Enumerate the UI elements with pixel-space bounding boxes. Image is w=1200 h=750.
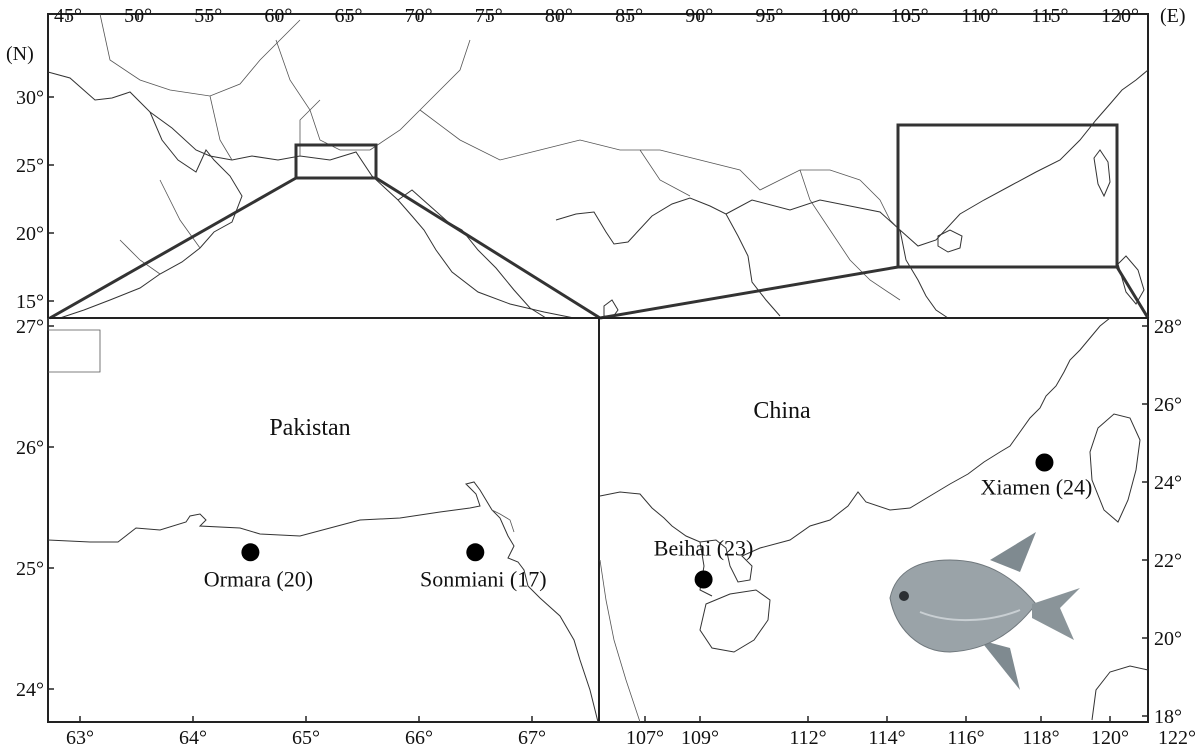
overview-lat-tick-label: 25° xyxy=(16,155,44,177)
hainan-island-inset xyxy=(699,589,771,653)
pakistan-coastline xyxy=(47,481,599,723)
sampling-site-label: Ormara (20) xyxy=(204,566,313,591)
sampling-site-label: Xiamen (24) xyxy=(981,475,1093,500)
taiwan-island-inset xyxy=(1089,413,1141,523)
china-lat-tick-label: 26° xyxy=(1154,394,1182,416)
pakistan-zoom-line-left xyxy=(49,176,297,320)
pakistan-lat-tick-label: 25° xyxy=(16,558,44,580)
overview-map: 45° 50° 55° 60° 65° 70° 75° 80° 85° 90° 95° 100° 105… xyxy=(6,5,1186,320)
china-lat-tick-label: 18° xyxy=(1154,706,1182,728)
pakistan-inset-map: Pakistan Ormara (20) Sonmiani (17) 27° 26°… xyxy=(16,316,600,749)
overview-lon-tick-label: 80° xyxy=(545,5,573,27)
sampling-site-marker xyxy=(1035,453,1054,472)
se-asia-coast xyxy=(725,69,1149,319)
china-map-frame xyxy=(598,317,1149,723)
overview-lon-tick-label: 70° xyxy=(405,5,433,27)
overview-lon-tick-label: 55° xyxy=(194,5,222,27)
china-lon-tick-label: 107° xyxy=(626,727,664,749)
pakistan-lon-tick-label: 63° xyxy=(66,727,94,749)
china-zoom-box xyxy=(896,123,1119,269)
pakistan-country-label: Pakistan xyxy=(269,415,350,441)
overview-lat-tick-label: 15° xyxy=(16,291,44,313)
hainan-island xyxy=(937,229,963,253)
overview-lon-tick-label: 120° xyxy=(1101,5,1139,27)
fish-eye xyxy=(899,591,909,601)
taiwan-island xyxy=(1093,149,1111,198)
china-longitude-ticks: 107° 109° 112° 114° 116° 118° 120° 122° xyxy=(626,716,1196,749)
china-latitude-ticks: 28° 26° 24° 22° 20° 18° xyxy=(1142,316,1182,728)
overview-lon-tick-label: 85° xyxy=(615,5,643,27)
overview-lon-tick-label: 90° xyxy=(685,5,713,27)
persian-gulf-coast xyxy=(59,111,243,319)
fish-anal-fin xyxy=(980,640,1020,690)
overview-lon-tick-label: 95° xyxy=(755,5,783,27)
china-lon-tick-label: 116° xyxy=(947,727,984,749)
pakistan-lon-tick-label: 65° xyxy=(292,727,320,749)
pakistan-border xyxy=(47,318,101,373)
pakistan-longitude-ticks: 63° 64° 65° 66° 67° xyxy=(66,716,546,749)
vietnam-coast xyxy=(599,559,641,723)
china-sampling-sites: Beihai (23) Xiamen (24) xyxy=(654,453,1093,589)
china-lon-tick-label: 118° xyxy=(1022,727,1059,749)
overview-map-frame xyxy=(47,13,1149,319)
pakistan-latitude-ticks: 27° 26° 25° 24° xyxy=(16,316,54,701)
fish-body xyxy=(889,559,1037,653)
overview-lon-tick-label: 45° xyxy=(54,5,82,27)
china-country-label: China xyxy=(753,398,811,424)
sampling-site-label: Sonmiani (17) xyxy=(420,566,547,591)
luzon-coast xyxy=(1091,665,1149,721)
overview-lon-tick-label: 65° xyxy=(335,5,363,27)
overview-lon-tick-label: 75° xyxy=(475,5,503,27)
fish-tail xyxy=(1032,588,1080,640)
fish-highlight xyxy=(919,609,1021,622)
overview-lon-tick-label: 50° xyxy=(124,5,152,27)
china-zoom-line-right xyxy=(1115,266,1150,319)
pomfret-fish-icon xyxy=(889,532,1080,690)
country-borders xyxy=(99,13,901,301)
sampling-site-marker xyxy=(694,570,713,589)
overview-lon-tick-label: 100° xyxy=(820,5,858,27)
china-coastline xyxy=(599,317,1111,583)
pakistan-lat-tick-label: 26° xyxy=(16,437,44,459)
overview-lon-tick-label: 115° xyxy=(1031,5,1068,27)
pakistan-zoom-box xyxy=(294,143,378,180)
china-lon-tick-label: 120° xyxy=(1091,727,1129,749)
pakistan-lat-tick-label: 27° xyxy=(16,316,44,338)
overview-lon-tick-label: 105° xyxy=(891,5,929,27)
sampling-site-label: Beihai (23) xyxy=(654,536,754,561)
overview-lat-tick-label: 20° xyxy=(16,223,44,245)
sampling-site-marker xyxy=(466,543,485,562)
overview-lon-tick-label: 60° xyxy=(264,5,292,27)
fish-dorsal-fin xyxy=(990,532,1036,572)
pakistan-inland-border xyxy=(491,509,515,533)
arabian-peninsula-coast xyxy=(47,71,590,319)
pakistan-map-frame xyxy=(47,317,600,723)
china-lat-tick-label: 24° xyxy=(1154,472,1182,494)
china-lat-tick-label: 28° xyxy=(1154,316,1182,338)
longitude-unit-label: (E) xyxy=(1160,5,1186,27)
china-lon-tick-label: 112° xyxy=(789,727,826,749)
pakistan-lat-tick-label: 24° xyxy=(16,679,44,701)
philippines-coast xyxy=(1117,255,1145,305)
china-lon-tick-label: 122° xyxy=(1158,727,1196,749)
pakistan-lon-tick-label: 67° xyxy=(518,727,546,749)
overview-lat-tick-label: 30° xyxy=(16,87,44,109)
china-lon-tick-label: 109° xyxy=(681,727,719,749)
india-coast xyxy=(397,189,781,319)
overview-latitude-ticks: 30° 25° 20° 15° xyxy=(16,87,54,313)
pakistan-zoom-line-right xyxy=(375,176,601,320)
china-zoom-line-left xyxy=(599,265,899,320)
pakistan-lon-tick-label: 64° xyxy=(179,727,207,749)
pakistan-sampling-sites: Ormara (20) Sonmiani (17) xyxy=(204,543,547,591)
sampling-site-marker xyxy=(241,543,260,562)
latitude-unit-label: (N) xyxy=(6,43,34,65)
china-lon-tick-label: 114° xyxy=(868,727,905,749)
overview-lon-tick-label: 110° xyxy=(961,5,998,27)
china-inset-map: China Beihai (23) Xiamen (24) 28° 26° 24° 22… xyxy=(598,316,1196,749)
pakistan-lon-tick-label: 66° xyxy=(405,727,433,749)
china-lat-tick-label: 20° xyxy=(1154,628,1182,650)
overview-longitude-ticks: 45° 50° 55° 60° 65° 70° 75° 80° 85° 90° 95° 100° 105… xyxy=(54,5,1139,27)
china-lat-tick-label: 22° xyxy=(1154,550,1182,572)
